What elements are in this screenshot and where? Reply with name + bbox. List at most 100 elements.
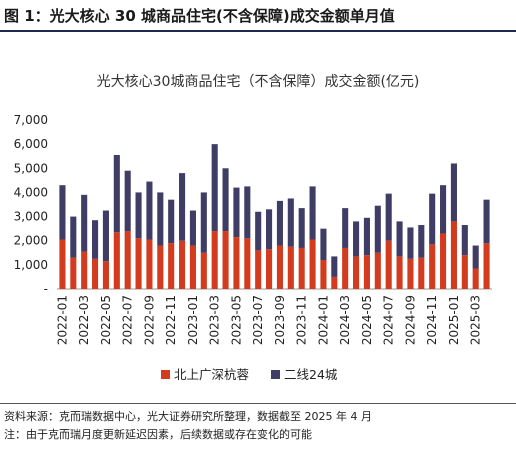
bar-series2 xyxy=(396,221,403,257)
x-tick-label: 2025-01 xyxy=(447,295,461,345)
chart-title: 光大核心30城商品住宅（不含保障）成交金额(亿元) xyxy=(97,73,420,90)
x-tick-label: 2022-05 xyxy=(99,295,113,345)
bar-series1 xyxy=(244,238,251,289)
bar-series2 xyxy=(179,173,186,241)
y-tick-label: 2,000 xyxy=(14,234,48,248)
bar-series2 xyxy=(483,199,490,244)
bars-group xyxy=(59,144,490,289)
x-axis: 2022-01 2022-03 2022-05 2022-07 2022-09 2022-… xyxy=(55,288,492,345)
legend: 北上广深杭蓉 二线24城 xyxy=(161,367,338,382)
bar-series1 xyxy=(287,246,294,289)
legend-swatch-series1 xyxy=(161,370,170,379)
figure-header: 图 1：光大核心 30 城商品住宅(不含保障)成交金额单月值 xyxy=(0,0,516,30)
bar-series1 xyxy=(418,257,425,289)
bar-series1 xyxy=(385,240,392,289)
bar-series2 xyxy=(461,225,468,256)
bar-series1 xyxy=(298,247,305,289)
bar-series1 xyxy=(113,232,120,289)
bar-series2 xyxy=(374,205,381,253)
x-tick-label: 2022-03 xyxy=(77,295,91,345)
y-tick-label: 3,000 xyxy=(14,210,48,224)
bar-series2 xyxy=(81,194,88,252)
x-tick-label: 2023-05 xyxy=(229,295,243,345)
bar-series1 xyxy=(157,245,164,289)
bar-series1 xyxy=(407,258,414,289)
bar-series2 xyxy=(331,256,338,277)
y-tick-label: 5,000 xyxy=(14,161,48,175)
bar-series1 xyxy=(461,255,468,289)
x-tick-label: 2024-09 xyxy=(403,295,417,345)
bar-series2 xyxy=(342,208,349,248)
header-rule xyxy=(0,30,516,32)
bar-series1 xyxy=(331,276,338,289)
bar-series1 xyxy=(179,240,186,289)
bar-series1 xyxy=(450,221,457,289)
bar-series1 xyxy=(266,249,273,289)
bar-series1 xyxy=(124,231,131,289)
legend-label-series2: 二线24城 xyxy=(284,367,338,382)
bar-series2 xyxy=(244,186,251,239)
bar-series2 xyxy=(102,210,109,262)
bar-series2 xyxy=(298,208,305,248)
bar-series1 xyxy=(146,239,153,289)
bar-series1 xyxy=(81,251,88,289)
bar-series2 xyxy=(146,181,153,240)
y-tick-label: 7,000 xyxy=(14,113,48,127)
x-tick-label: 2023-11 xyxy=(295,295,309,345)
y-tick-label: - xyxy=(44,282,48,296)
x-tick-label: 2023-07 xyxy=(251,295,265,345)
notes: 资料来源：克而瑞数据中心，光大证券研究所整理，数据截至 2025 年 4 月 注… xyxy=(4,408,372,444)
x-tick-label: 2024-03 xyxy=(338,295,352,345)
bar-series2 xyxy=(124,170,131,232)
x-tick-label: 2022-01 xyxy=(55,295,69,345)
bar-series2 xyxy=(309,186,316,240)
bar-series2 xyxy=(407,227,414,259)
x-tick-label: 2024-11 xyxy=(425,295,439,345)
bar-series1 xyxy=(233,237,240,289)
bar-series2 xyxy=(287,198,294,247)
bar-series2 xyxy=(429,193,436,245)
y-tick-label: 1,000 xyxy=(14,258,48,272)
bar-series1 xyxy=(222,231,229,289)
y-tick-label: 6,000 xyxy=(14,137,48,151)
bar-series1 xyxy=(276,245,283,289)
x-tick-label: 2024-07 xyxy=(382,295,396,345)
bar-series1 xyxy=(440,233,447,289)
bar-series2 xyxy=(233,187,240,238)
y-tick-label: 4,000 xyxy=(14,185,48,199)
bar-series2 xyxy=(70,216,77,258)
bar-series1 xyxy=(255,250,262,289)
bar-series1 xyxy=(309,239,316,289)
x-tick-label: 2022-09 xyxy=(142,295,156,345)
legend-label-series1: 北上广深杭蓉 xyxy=(174,367,250,382)
bar-series1 xyxy=(363,255,370,289)
bar-series2 xyxy=(472,245,479,269)
bar-series1 xyxy=(472,268,479,289)
footnote: 注：由于克而瑞月度更新延迟因素，后续数据或存在变化的可能 xyxy=(4,428,312,441)
figure-label: 图 1：光大核心 30 城商品住宅(不含保障)成交金额单月值 xyxy=(4,7,395,25)
bar-series2 xyxy=(157,192,164,246)
bar-series1 xyxy=(211,231,218,289)
bar-series1 xyxy=(483,243,490,289)
bar-series2 xyxy=(418,225,425,258)
bar-series2 xyxy=(168,199,175,244)
footer-rule xyxy=(0,403,516,404)
bar-series1 xyxy=(342,247,349,289)
bar-series1 xyxy=(353,256,360,289)
bar-series2 xyxy=(135,192,142,239)
bar-series1 xyxy=(429,244,436,289)
legend-swatch-series2 xyxy=(271,370,280,379)
bar-series1 xyxy=(59,239,66,289)
x-tick-label: 2023-09 xyxy=(273,295,287,345)
chart-area: 光大核心30城商品住宅（不含保障）成交金额(亿元) - 1,000 2,000 3,0… xyxy=(0,34,516,400)
bar-series2 xyxy=(113,155,120,233)
bar-series2 xyxy=(222,168,229,232)
bar-series2 xyxy=(363,217,370,256)
bar-series1 xyxy=(135,238,142,289)
bar-series1 xyxy=(70,257,77,289)
bar-series2 xyxy=(200,192,207,253)
x-tick-label: 2023-03 xyxy=(208,295,222,345)
bar-series2 xyxy=(189,210,196,246)
x-tick-label: 2024-01 xyxy=(316,295,330,345)
x-tick-label: 2022-11 xyxy=(164,295,178,345)
